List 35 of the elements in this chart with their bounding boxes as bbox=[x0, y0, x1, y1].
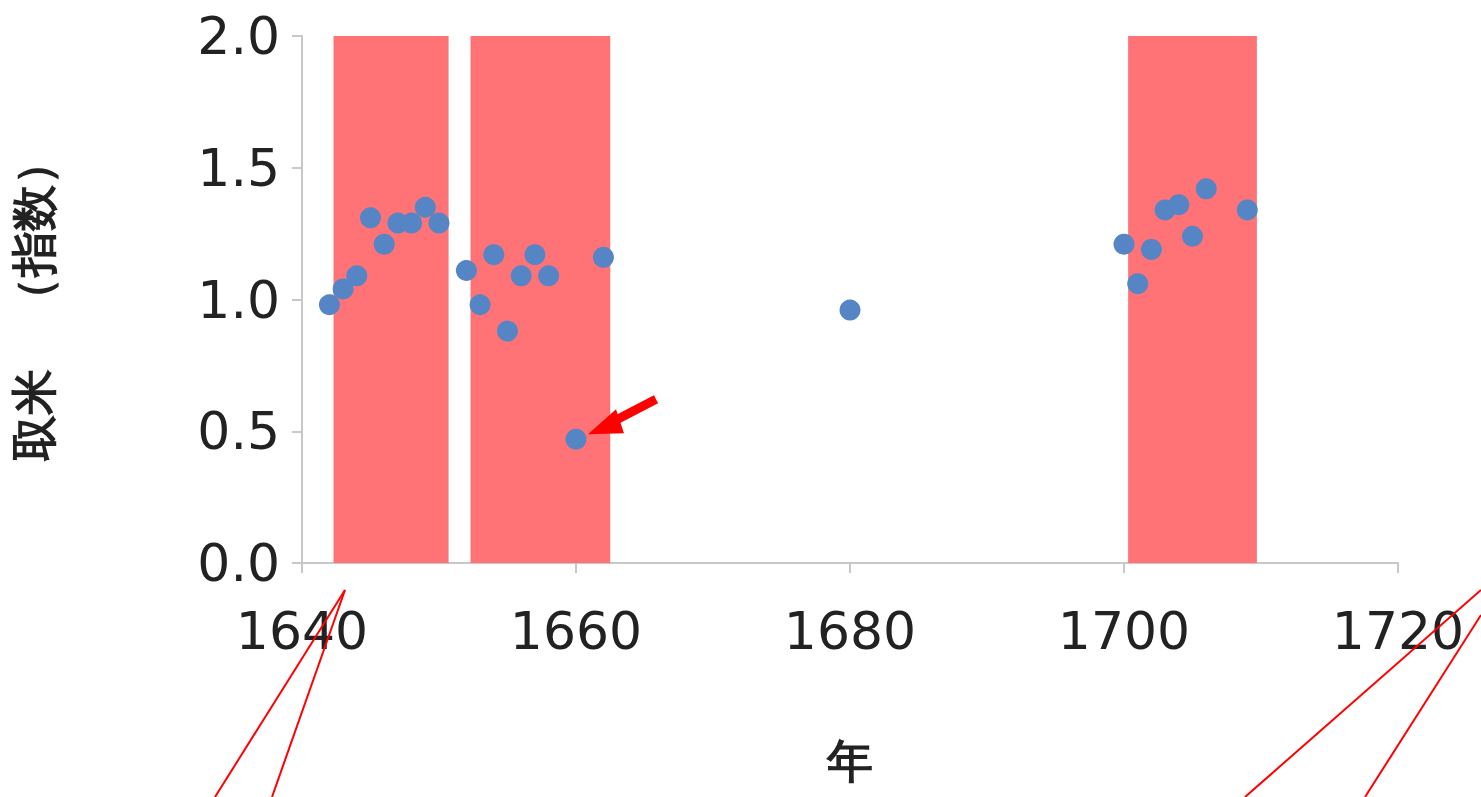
y-tick-label: 1.5 bbox=[197, 137, 280, 198]
point bbox=[414, 196, 436, 218]
point bbox=[1182, 225, 1203, 247]
point bbox=[469, 294, 491, 316]
x-tick-label: 1680 bbox=[783, 601, 917, 661]
point bbox=[483, 244, 505, 266]
y-axis-title: 取米 （指数） bbox=[7, 138, 61, 462]
point bbox=[497, 320, 518, 342]
point bbox=[1168, 194, 1190, 216]
point bbox=[401, 212, 423, 234]
y-tick-label: 0.5 bbox=[197, 401, 280, 462]
point bbox=[1195, 178, 1217, 200]
point bbox=[510, 265, 532, 287]
point bbox=[455, 260, 477, 282]
x-tick-label: 1660 bbox=[509, 601, 643, 661]
x-axis-title: 年 bbox=[825, 734, 873, 788]
point bbox=[592, 246, 614, 268]
point bbox=[839, 299, 861, 321]
y-tick-label: 1.0 bbox=[197, 269, 280, 330]
point bbox=[318, 294, 340, 316]
point bbox=[1140, 238, 1162, 260]
y-tick-label: 2.0 bbox=[197, 6, 280, 66]
point bbox=[565, 428, 587, 450]
point bbox=[428, 212, 450, 234]
point bbox=[332, 278, 354, 300]
point bbox=[373, 233, 395, 255]
point bbox=[360, 207, 381, 229]
point bbox=[1236, 199, 1258, 221]
point bbox=[524, 244, 546, 266]
point bbox=[346, 265, 368, 287]
y-tick-label: 0.0 bbox=[197, 533, 280, 593]
point bbox=[538, 265, 560, 287]
x-tick-label: 1700 bbox=[1057, 601, 1191, 661]
point bbox=[1113, 233, 1135, 255]
point bbox=[1127, 273, 1149, 295]
